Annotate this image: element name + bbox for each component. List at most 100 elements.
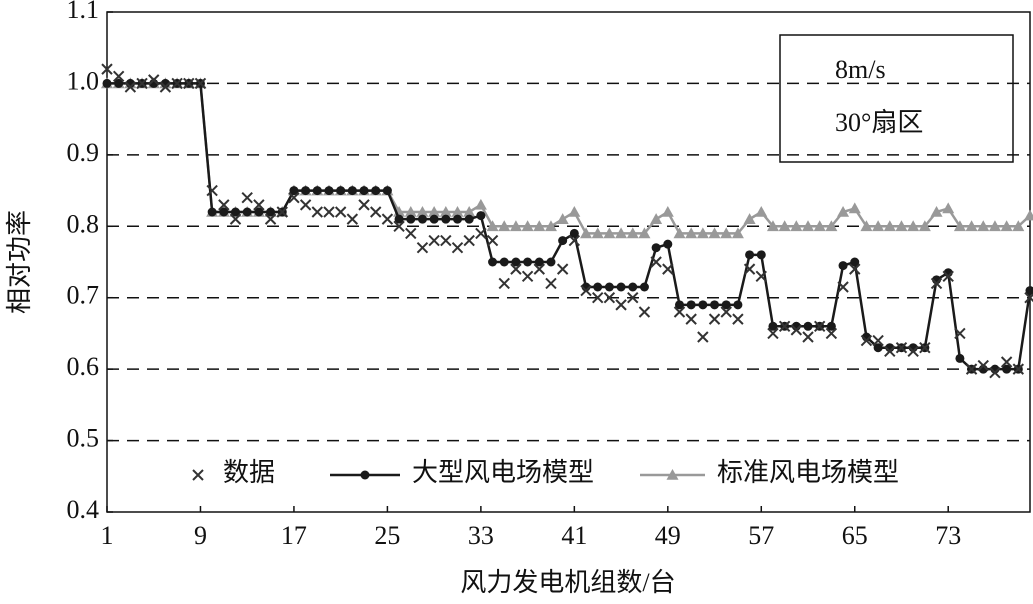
data-point: [311, 206, 324, 218]
data-point: [370, 206, 382, 218]
data-point: [848, 202, 861, 214]
data-point: [755, 270, 767, 282]
data-point: [766, 220, 779, 232]
data-point: [416, 206, 429, 217]
data-point: [626, 227, 639, 239]
data-point: [112, 70, 125, 82]
data-point: [231, 207, 241, 217]
data-point: [720, 227, 733, 239]
data-point: [486, 234, 499, 247]
data-point: [708, 313, 721, 325]
data-point: [731, 227, 744, 239]
data-point: [651, 243, 661, 253]
data-point: [533, 263, 545, 275]
legend-marker: [192, 469, 204, 481]
data-point: [895, 342, 908, 354]
data-point: [347, 186, 357, 196]
x-tick-label: 49: [655, 521, 681, 550]
data-point: [685, 227, 698, 239]
data-point: [101, 63, 113, 75]
data-point: [745, 250, 755, 260]
data-point: [592, 292, 604, 304]
data-point: [136, 77, 148, 90]
x-tick-label: 33: [468, 521, 494, 550]
data-point: [603, 227, 616, 239]
data-point: [673, 227, 686, 239]
data-point: [919, 342, 931, 354]
data-point: [509, 220, 522, 232]
legend-marker: [360, 470, 370, 480]
data-point: [977, 359, 989, 372]
data-point: [1000, 220, 1013, 232]
x-tick-label: 25: [374, 521, 400, 550]
x-tick-label: 1: [101, 521, 114, 550]
data-point: [440, 234, 452, 247]
data-point: [498, 277, 510, 290]
data-point: [463, 234, 475, 247]
data-point: [114, 78, 124, 88]
data-point: [673, 306, 686, 318]
data-point: [580, 284, 592, 297]
data-point: [953, 220, 966, 232]
data-point: [499, 257, 509, 267]
data-point: [825, 327, 838, 340]
data-point: [254, 207, 264, 217]
data-point: [802, 331, 814, 343]
data-point: [124, 81, 137, 93]
data-point: [838, 261, 848, 271]
data-point: [358, 199, 370, 211]
data-point: [697, 331, 709, 343]
data-point: [312, 186, 322, 196]
data-point: [638, 227, 651, 239]
data-point: [860, 334, 873, 347]
data-point: [732, 313, 744, 325]
data-point: [334, 206, 347, 218]
data-point: [604, 282, 614, 292]
plot-frame: [106, 11, 1031, 513]
data-point: [593, 282, 603, 292]
data-point: [429, 214, 439, 224]
data-point: [301, 186, 311, 196]
data-point: [159, 81, 172, 93]
data-point: [965, 220, 978, 232]
y-axis-title: 相对功率: [5, 210, 34, 314]
data-point: [930, 206, 943, 217]
data-point: [790, 324, 803, 336]
y-tick-label: 0.9: [67, 138, 100, 167]
data-point: [942, 270, 954, 282]
data-point: [299, 199, 312, 211]
x-tick-label: 17: [281, 521, 307, 550]
data-point: [954, 327, 966, 340]
data-point: [521, 270, 534, 282]
data-point: [428, 234, 440, 247]
data-point: [568, 234, 581, 247]
data-point: [708, 227, 721, 239]
data-point: [768, 321, 778, 331]
x-tick-label: 9: [194, 521, 207, 550]
y-tick-label: 0.8: [67, 209, 100, 238]
data-point: [615, 227, 628, 239]
data-point: [989, 367, 1001, 379]
y-tick-label: 1.0: [67, 66, 100, 95]
y-tick-label: 0.6: [67, 352, 100, 381]
data-point: [955, 353, 965, 363]
data-point: [453, 214, 463, 224]
data-point: [569, 228, 579, 238]
data-point: [1000, 356, 1013, 368]
data-point: [639, 282, 649, 292]
data-point: [207, 207, 217, 217]
data-point: [523, 257, 533, 267]
data-point: [872, 220, 885, 232]
data-point: [405, 227, 417, 240]
data-point: [324, 186, 334, 196]
data-point: [229, 213, 242, 225]
data-point: [404, 206, 417, 217]
data-point: [1025, 286, 1033, 296]
data-point: [276, 206, 288, 218]
data-point: [546, 257, 556, 267]
data-point: [650, 256, 662, 268]
data-point: [102, 78, 112, 88]
data-point: [802, 220, 815, 232]
data-point: [918, 220, 931, 232]
data-point: [1024, 209, 1033, 221]
